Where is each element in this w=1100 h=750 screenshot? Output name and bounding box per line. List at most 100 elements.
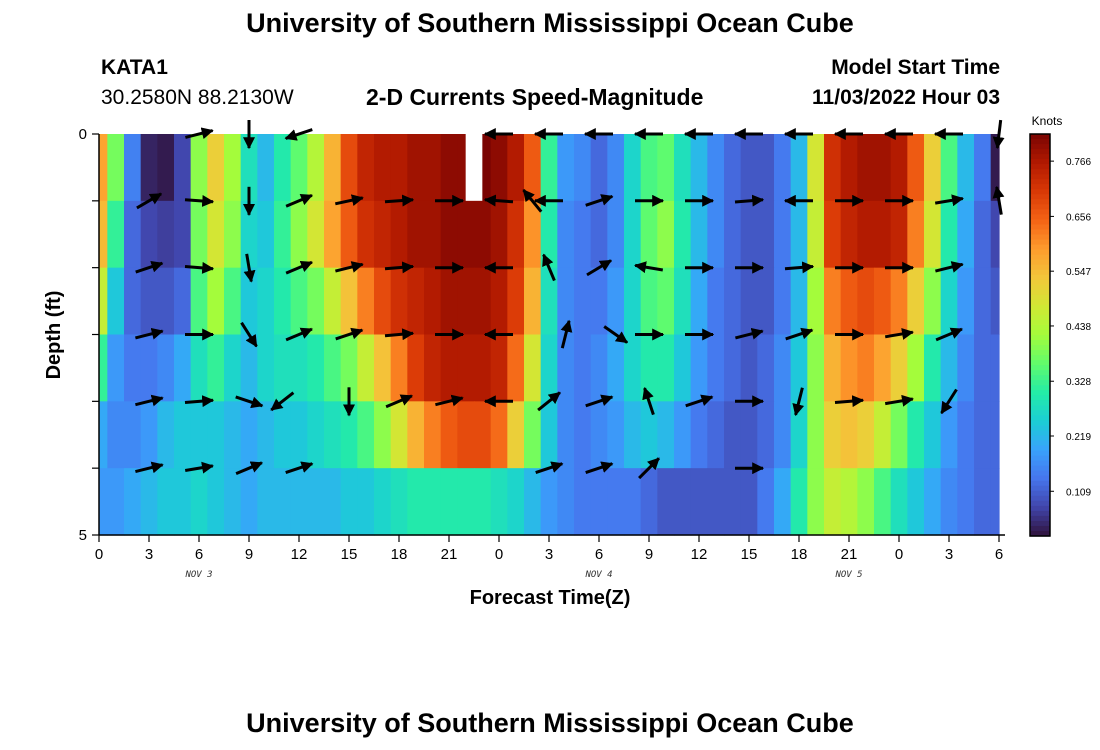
heatmap-cell xyxy=(224,334,242,402)
heatmap-cell xyxy=(990,334,1000,402)
heatmap-cell xyxy=(974,134,992,202)
heatmap-cell xyxy=(307,468,325,536)
heatmap-cell xyxy=(807,401,825,469)
header-title: University of Southern Mississippi Ocean… xyxy=(246,8,854,38)
heatmap-cell xyxy=(307,401,325,469)
colorbar-swatch xyxy=(1030,385,1050,391)
current-vector-arrow xyxy=(435,394,464,407)
heatmap-cell xyxy=(99,334,108,402)
current-vector-arrow xyxy=(184,461,214,474)
heatmap-cell xyxy=(557,200,575,269)
heatmap-cell xyxy=(307,334,325,402)
colorbar-swatch xyxy=(1030,194,1050,200)
colorbar-swatch xyxy=(1030,239,1050,246)
heatmap-cell xyxy=(490,334,508,402)
date-label: NOV 5 xyxy=(834,570,862,580)
heatmap-cell xyxy=(240,468,258,536)
heatmap-cell xyxy=(207,401,225,469)
heatmap-cell xyxy=(907,134,925,202)
colorbar-swatch xyxy=(1030,510,1050,517)
heatmap-cell xyxy=(540,267,558,336)
heatmap-cell xyxy=(440,401,458,469)
heatmap-cell xyxy=(240,200,258,269)
heatmap-cell xyxy=(557,134,575,202)
x-tick-label: 21 xyxy=(441,546,458,563)
current-vector-arrow xyxy=(385,394,414,409)
heatmap-cell xyxy=(924,401,942,469)
chart-axes: 0 3 6 9 12 15 18 21 0 3 6 9 12 15 18 21 0 3 6 NOV 3 NOV 4 NOV… xyxy=(79,126,1005,580)
heatmap-cell xyxy=(390,401,408,469)
colorbar-swatch xyxy=(1030,365,1050,371)
x-tick-label: 6 xyxy=(595,546,603,563)
heatmap-cell xyxy=(174,134,192,202)
heatmap-cell xyxy=(99,401,108,469)
heatmap-cell xyxy=(757,468,775,536)
date-label: NOV 4 xyxy=(584,570,612,580)
heatmap-cell xyxy=(690,334,708,402)
heatmap-cell xyxy=(274,468,292,536)
colorbar-swatch xyxy=(1030,430,1050,437)
heatmap-cell xyxy=(407,200,425,269)
colorbar-swatch xyxy=(1030,345,1050,351)
heatmap-cell xyxy=(224,468,242,536)
heatmap-cell xyxy=(807,334,825,402)
current-vector-arrow xyxy=(935,261,964,273)
heatmap-cell xyxy=(407,468,425,536)
heatmap-cell xyxy=(640,401,658,469)
colorbar-swatch xyxy=(1030,259,1050,266)
heatmap-cell xyxy=(840,401,858,469)
heatmap-cell xyxy=(990,468,1000,536)
heatmap-cell xyxy=(424,200,442,269)
heatmap-cell xyxy=(724,200,742,269)
heatmap-cell xyxy=(957,134,975,202)
heatmap-cell xyxy=(890,334,908,402)
heatmap-cell xyxy=(274,200,292,269)
colorbar-swatch xyxy=(1030,154,1050,160)
heatmap-cell xyxy=(157,468,175,536)
heatmap-cell xyxy=(957,468,975,536)
heatmap-cell xyxy=(174,200,192,269)
heatmap-cell xyxy=(740,134,758,202)
heatmap-cell xyxy=(674,267,692,336)
heatmap-cell xyxy=(790,401,808,469)
heatmap-cell xyxy=(874,334,892,402)
colorbar-swatch xyxy=(1030,400,1050,406)
station-id: KATA1 xyxy=(101,56,168,79)
heatmap-cell xyxy=(590,267,608,336)
x-tick-label: 12 xyxy=(691,546,708,563)
heatmap-cell xyxy=(274,267,292,336)
heatmap-cell xyxy=(457,401,475,469)
x-tick-label: 15 xyxy=(341,546,358,563)
heatmap-cell xyxy=(840,468,858,536)
heatmap-cell xyxy=(157,200,175,269)
heatmap-cell xyxy=(457,468,475,536)
heatmap-cell xyxy=(474,468,492,536)
y-axis-label: Depth (ft) xyxy=(43,291,65,380)
heatmap-cell xyxy=(490,468,508,536)
colorbar-tick-label: 0.219 xyxy=(1066,432,1091,443)
heatmap-cell xyxy=(824,200,842,269)
heatmap-cell xyxy=(674,200,692,269)
heatmap-cell xyxy=(824,267,842,336)
current-vector-arrow xyxy=(243,253,256,283)
heatmap-cell xyxy=(207,468,225,536)
heatmap-cell xyxy=(657,200,675,269)
colorbar-swatch xyxy=(1030,314,1050,321)
heatmap-cell xyxy=(890,267,908,336)
heatmap-cell xyxy=(940,468,958,536)
heatmap-cell xyxy=(174,468,192,536)
heatmap-cell xyxy=(774,200,792,269)
x-tick-label: 6 xyxy=(995,546,1003,563)
colorbar-swatch xyxy=(1030,159,1050,165)
current-vector-arrow xyxy=(136,192,163,210)
heatmap-cell xyxy=(440,468,458,536)
heatmap-cell xyxy=(857,267,875,336)
heatmap-cell xyxy=(607,401,625,469)
heatmap-cell xyxy=(657,267,675,336)
heatmap-cell xyxy=(374,134,392,202)
heatmap-cell xyxy=(940,134,958,202)
heatmap-cell xyxy=(724,134,742,202)
current-vector-arrow xyxy=(638,457,660,480)
heatmap-cell xyxy=(524,267,542,336)
current-vector-arrow xyxy=(384,328,415,341)
